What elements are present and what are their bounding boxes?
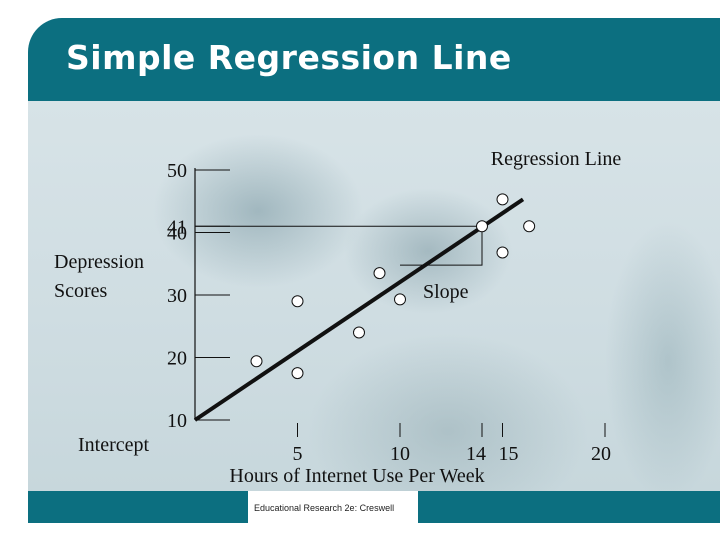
y-tick-label: 40 xyxy=(167,223,187,245)
data-point xyxy=(523,220,536,233)
data-point xyxy=(373,267,386,280)
footer-panel xyxy=(248,491,418,523)
data-point xyxy=(476,220,488,233)
footer-text: Educational Research 2e: Creswell xyxy=(254,503,395,513)
y-tick-label: 50 xyxy=(167,160,187,182)
y-axis-label: Scores xyxy=(54,280,108,302)
data-point xyxy=(291,295,304,308)
y-tick-label: 20 xyxy=(167,348,187,370)
data-point xyxy=(496,193,509,206)
x-tick-label: 15 xyxy=(499,443,519,465)
intercept-annotation: Intercept xyxy=(78,434,150,456)
y-axis-label: Depression xyxy=(54,251,144,273)
data-point xyxy=(496,246,509,259)
data-point xyxy=(291,367,304,380)
data-point xyxy=(353,326,365,339)
title-bar xyxy=(28,18,720,101)
slide-title: Simple Regression Line xyxy=(66,38,512,77)
y-tick-label: 10 xyxy=(167,410,187,432)
mark-layer xyxy=(193,193,536,422)
x-axis-label: Hours of Internet Use Per Week xyxy=(229,465,484,487)
y-tick-label: 30 xyxy=(167,285,187,307)
x-tick-label: 10 xyxy=(390,443,410,465)
x-tick-label: 14 xyxy=(466,443,486,465)
slope-triangle xyxy=(400,226,483,266)
data-point xyxy=(250,355,263,368)
x-tick-label: 5 xyxy=(293,443,303,465)
y-tick-label: 41 xyxy=(167,216,187,238)
regression-line xyxy=(193,197,525,422)
slope-annotation: Slope xyxy=(423,281,469,303)
x-tick-label: 20 xyxy=(591,443,611,465)
regression-line-annotation: Regression Line xyxy=(491,148,622,170)
data-point xyxy=(394,293,406,306)
